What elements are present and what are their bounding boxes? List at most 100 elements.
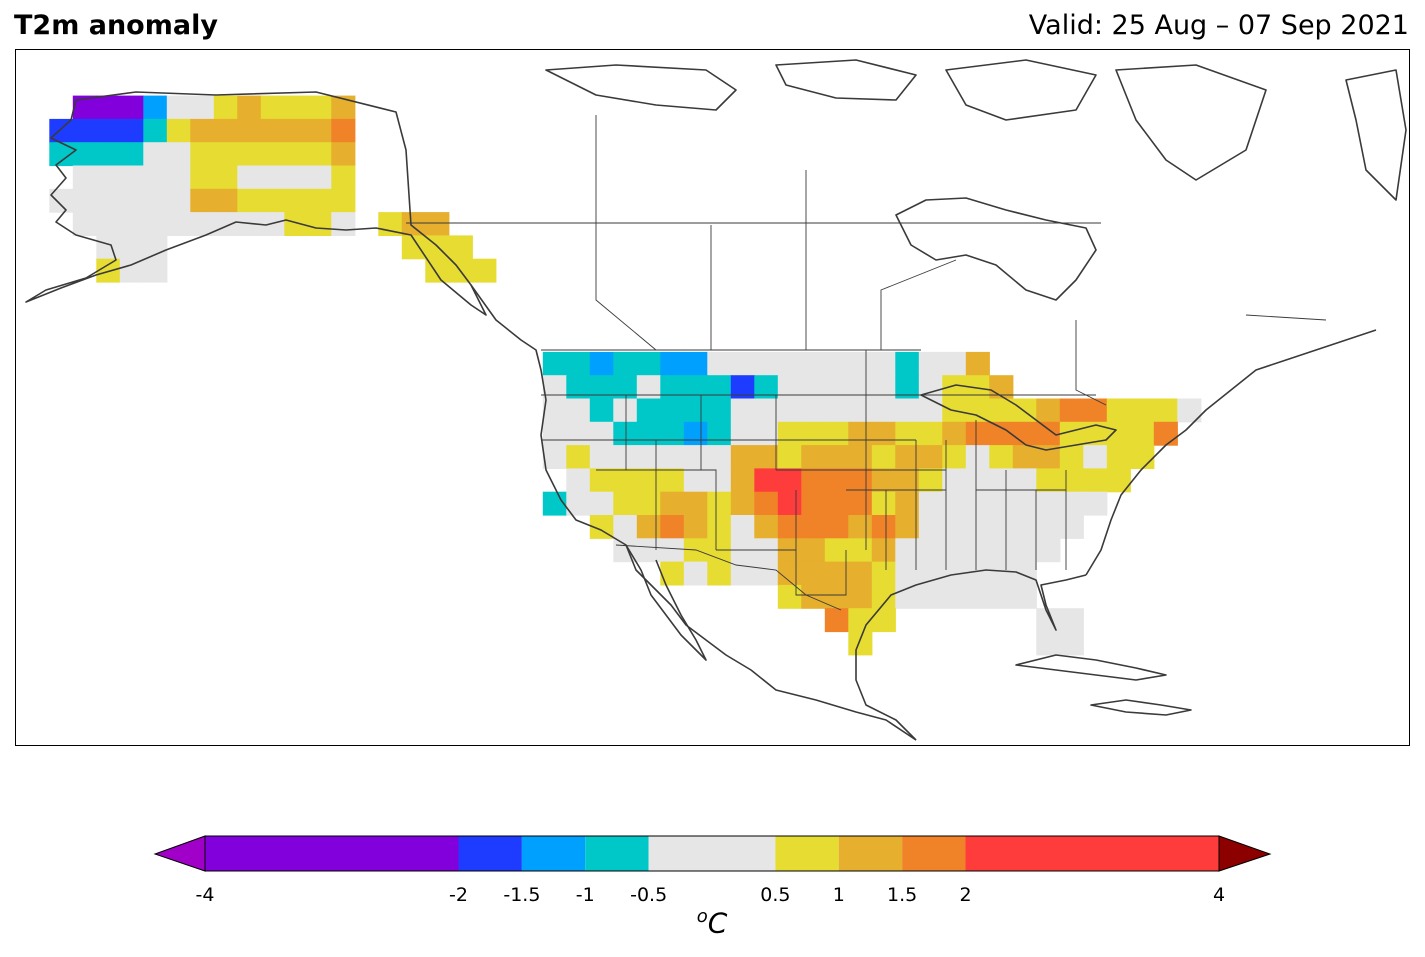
anomaly-cell: [777, 375, 802, 400]
anomaly-cell: [918, 515, 943, 539]
map-svg: [25, 59, 1407, 741]
anomaly-cell: [96, 235, 121, 260]
anomaly-cell: [777, 398, 802, 423]
anomaly-cell: [1036, 421, 1061, 446]
anomaly-cell: [848, 375, 873, 400]
anomaly-cell: [707, 491, 732, 516]
anomaly-cell: [1059, 631, 1084, 656]
anomaly-cell: [284, 95, 309, 120]
anomaly-cell: [1059, 468, 1084, 493]
great-lakes: [920, 384, 1117, 451]
anomaly-cell: [942, 468, 967, 493]
anomaly-cell: [683, 421, 708, 446]
colorbar-segment: [775, 836, 839, 871]
anomaly-cell: [848, 421, 873, 446]
anomaly-cell: [660, 491, 685, 516]
anomaly-cell: [1083, 421, 1108, 446]
anomaly-cell: [989, 445, 1014, 469]
anomaly-cell: [754, 515, 779, 539]
anomaly-cell: [918, 468, 943, 493]
anomaly-cell: [166, 165, 191, 190]
anomaly-cell: [589, 351, 614, 376]
anomaly-cell: [1012, 515, 1037, 539]
anomaly-cell: [237, 95, 262, 120]
anomaly-cell: [965, 375, 990, 400]
anomaly-cell: [801, 421, 826, 446]
anomaly-cell: [989, 515, 1014, 539]
anomaly-cell: [566, 375, 591, 400]
anomaly-cell: [1130, 398, 1155, 423]
anomaly-cell: [754, 375, 779, 400]
anomaly-cell: [1059, 421, 1084, 446]
anomaly-cell: [307, 95, 332, 120]
anomaly-cell: [777, 491, 802, 516]
arctic-islands: [545, 59, 1407, 201]
anomaly-cell: [942, 491, 967, 516]
colorbar-tick-label: 1: [832, 884, 845, 906]
anomaly-cell: [965, 515, 990, 539]
anomaly-cell: [542, 375, 567, 400]
anomaly-cell: [566, 468, 591, 493]
anomaly-cell: [307, 212, 332, 236]
anomaly-cell: [871, 398, 896, 423]
anomaly-cell: [801, 445, 826, 469]
anomaly-cell: [49, 142, 74, 167]
anomaly-cell: [942, 515, 967, 539]
anomaly-cell: [636, 515, 661, 539]
anomaly-cell: [707, 561, 732, 586]
anomaly-cell: [730, 445, 755, 469]
colorbar-tick-label: 2: [959, 884, 972, 906]
anomaly-cell: [660, 538, 685, 563]
anomaly-cell: [871, 445, 896, 469]
anomaly-cell: [566, 491, 591, 516]
anomaly-cell: [1059, 515, 1084, 539]
anomaly-cell: [824, 445, 849, 469]
colorbar-segments: [205, 836, 1219, 871]
anomaly-cell: [166, 142, 191, 167]
anomaly-cell: [1036, 468, 1061, 493]
anomaly-cell: [1083, 445, 1108, 469]
anomaly-cell: [848, 468, 873, 493]
anomaly-cell: [589, 421, 614, 446]
anomaly-cell: [1036, 445, 1061, 469]
anomaly-cell: [589, 375, 614, 400]
anomaly-cell: [965, 445, 990, 469]
anomaly-cell: [119, 188, 144, 213]
anomaly-cell: [166, 95, 191, 120]
anomaly-cell: [754, 561, 779, 586]
anomaly-cell: [895, 398, 920, 423]
anomaly-cell: [777, 468, 802, 493]
anomaly-cell: [660, 468, 685, 493]
anomaly-cell: [119, 235, 144, 260]
anomaly-cell: [613, 468, 638, 493]
anomaly-cell: [72, 95, 97, 120]
anomaly-cell: [1012, 538, 1037, 563]
anomaly-cell: [237, 165, 262, 190]
anomaly-cell: [848, 445, 873, 469]
anomaly-cell: [683, 561, 708, 586]
anomaly-cell: [49, 118, 74, 143]
anomaly-cell: [848, 491, 873, 516]
anomaly-cell: [566, 421, 591, 446]
anomaly-cell: [1106, 421, 1131, 446]
anomaly-cell: [707, 515, 732, 539]
colorbar-tick-label: -0.5: [630, 884, 668, 906]
anomaly-cell: [213, 142, 238, 167]
anomaly-cell: [801, 375, 826, 400]
anomaly-cell: [119, 95, 144, 120]
anomaly-cell: [1106, 445, 1131, 469]
anomaly-cell: [425, 212, 450, 236]
anomaly-cell: [260, 118, 285, 143]
anomaly-cells: [49, 95, 1202, 656]
anomaly-cell: [237, 188, 262, 213]
anomaly-cell: [613, 421, 638, 446]
anomaly-cell: [307, 165, 332, 190]
anomaly-cell: [895, 561, 920, 586]
anomaly-cell: [824, 375, 849, 400]
anomaly-cell: [824, 468, 849, 493]
anomaly-cell: [754, 351, 779, 376]
gulf-coast: [855, 569, 1087, 741]
anomaly-cell: [730, 398, 755, 423]
anomaly-cell: [683, 351, 708, 376]
us-canada-border: [406, 222, 1107, 406]
